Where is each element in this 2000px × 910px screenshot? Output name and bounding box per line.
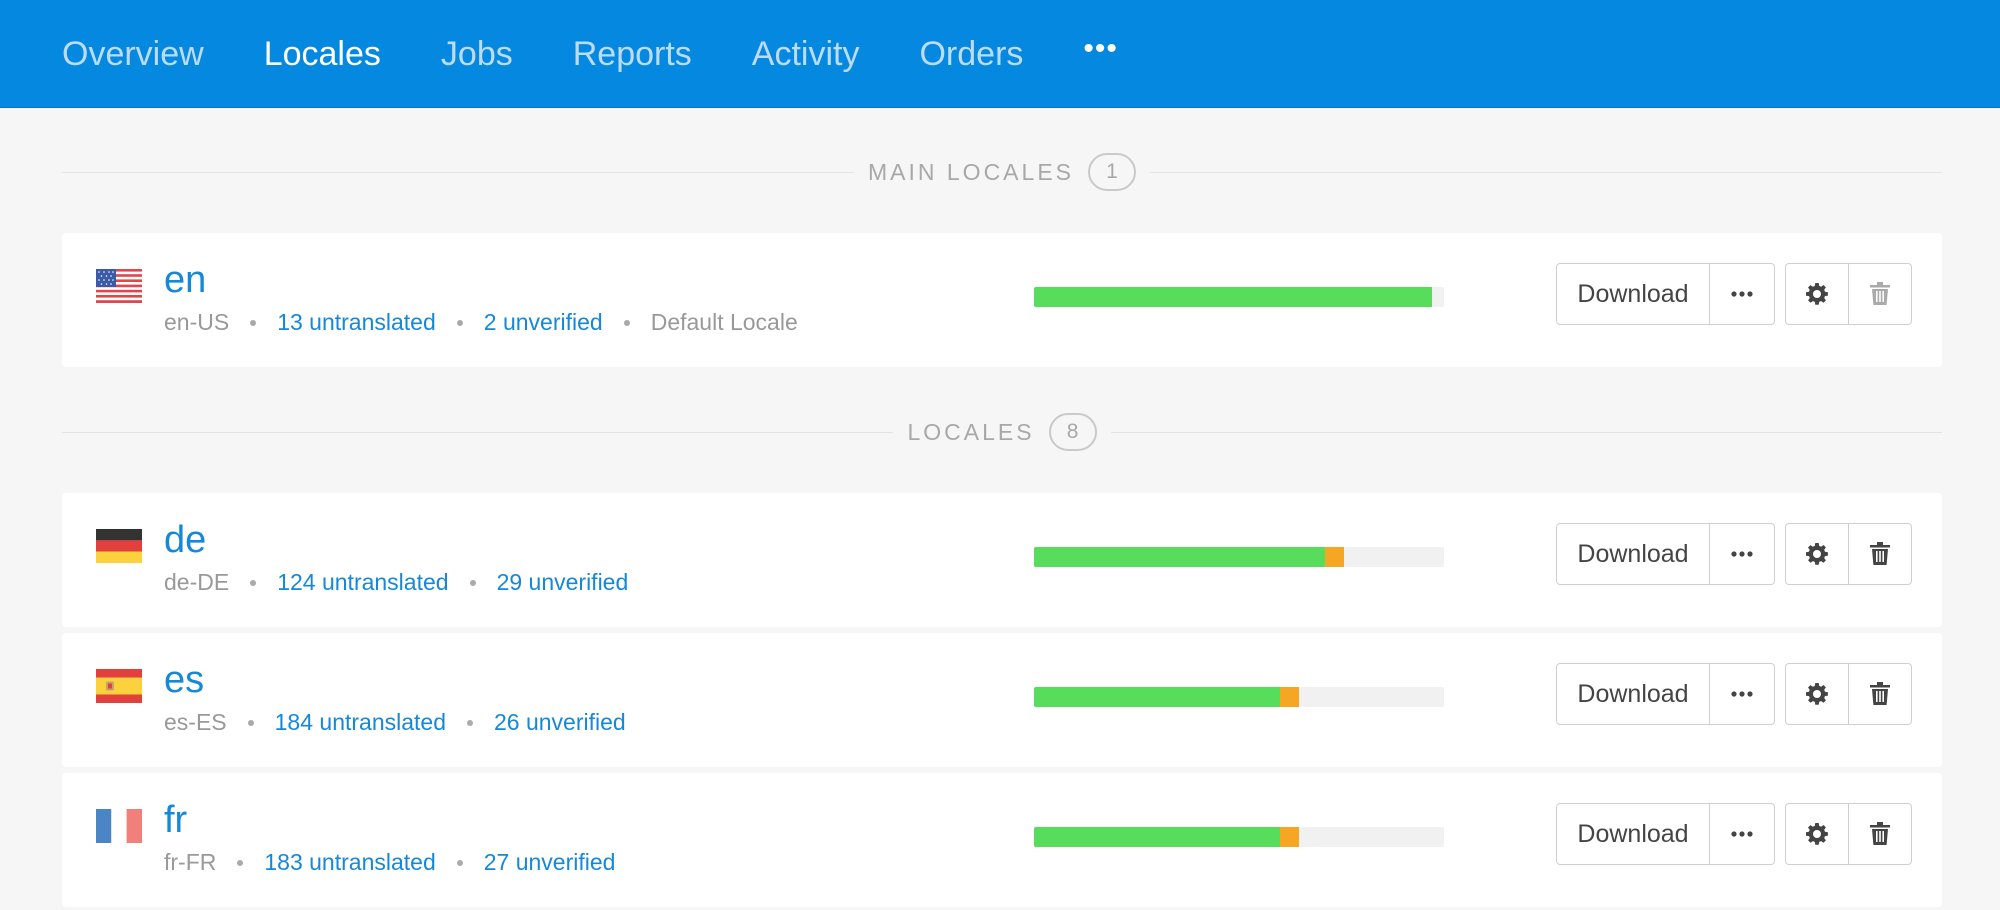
untranslated-link[interactable]: 13 untranslated (277, 309, 436, 335)
settings-button[interactable] (1785, 803, 1849, 865)
untranslated-link[interactable]: 184 untranslated (274, 709, 446, 735)
trash-icon (1870, 822, 1890, 845)
separator-dot (250, 579, 257, 586)
locale-tag: es-ES (164, 709, 227, 735)
unverified-link[interactable]: 26 unverified (494, 709, 626, 735)
gear-icon (1806, 823, 1828, 845)
progress-unverified (1280, 827, 1300, 847)
locale-card-fr: fr fr-FR 183 untranslated 27 unverified … (62, 773, 1942, 907)
untranslated-link[interactable]: 124 untranslated (277, 569, 449, 595)
progress-bar (1034, 827, 1444, 847)
locale-card-de: de de-DE 124 untranslated 29 unverified … (62, 493, 1942, 627)
count-badge: 1 (1088, 153, 1136, 191)
locale-tag: fr-FR (164, 849, 217, 875)
locale-meta: fr-FR 183 untranslated 27 unverified (164, 851, 615, 874)
nav-item-reports[interactable]: Reports (572, 35, 692, 73)
us-flag-icon (96, 269, 142, 303)
locale-code-link[interactable]: en (164, 259, 207, 301)
progress-unverified (1325, 547, 1345, 567)
delete-button[interactable] (1848, 523, 1912, 585)
separator-dot (250, 319, 257, 326)
progress-verified (1034, 547, 1326, 567)
delete-button[interactable] (1848, 803, 1912, 865)
unverified-link[interactable]: 27 unverified (483, 849, 616, 875)
download-button[interactable]: Download (1556, 263, 1710, 325)
main-locales-header: MAIN LOCALES 1 (62, 150, 1942, 194)
progress-bar (1034, 687, 1444, 707)
trash-icon (1870, 542, 1890, 565)
separator-dot (469, 579, 476, 586)
locale-card-en: en en-US 13 untranslated 2 unverified De… (62, 233, 1942, 367)
divider (62, 171, 854, 173)
locale-meta: es-ES 184 untranslated 26 unverified (164, 711, 626, 734)
fr-flag-icon (96, 809, 142, 843)
separator-dot (623, 319, 630, 326)
default-locale-label: Default Locale (650, 309, 798, 335)
de-flag-icon (96, 529, 142, 563)
more-options-button[interactable] (1709, 523, 1775, 585)
delete-button[interactable] (1848, 663, 1912, 725)
progress-bar (1034, 547, 1444, 567)
divider (1110, 431, 1943, 433)
settings-button[interactable] (1785, 663, 1849, 725)
separator-dot (456, 859, 463, 866)
gear-icon (1806, 283, 1828, 305)
main-nav: Overview Locales Jobs Reports Activity O… (62, 0, 1178, 108)
locale-tag: de-DE (164, 569, 230, 595)
separator-dot (456, 319, 463, 326)
ellipsis-icon (1731, 551, 1753, 557)
locale-meta: en-US 13 untranslated 2 unverified Defau… (164, 311, 798, 334)
ellipsis-icon (1731, 291, 1753, 297)
ellipsis-icon (1731, 691, 1753, 697)
es-flag-icon (96, 669, 142, 703)
gear-icon (1806, 543, 1828, 565)
nav-more-icon[interactable]: ••• (1083, 32, 1118, 65)
gear-icon (1806, 683, 1828, 705)
trash-icon (1870, 682, 1890, 705)
unverified-link[interactable]: 29 unverified (496, 569, 629, 595)
more-options-button[interactable] (1709, 803, 1775, 865)
section-title: MAIN LOCALES (868, 158, 1074, 185)
separator-dot (247, 719, 254, 726)
settings-button[interactable] (1785, 263, 1849, 325)
locale-code-link[interactable]: de (164, 519, 207, 561)
ellipsis-icon (1731, 831, 1753, 837)
count-badge: 8 (1048, 413, 1097, 451)
progress-unverified (1280, 687, 1300, 707)
download-button[interactable]: Download (1556, 523, 1710, 585)
locale-tag: en-US (164, 309, 230, 335)
download-button[interactable]: Download (1556, 663, 1710, 725)
nav-item-overview[interactable]: Overview (62, 35, 204, 73)
divider (1150, 171, 1942, 173)
nav-item-orders[interactable]: Orders (919, 35, 1024, 73)
locale-card-es: es es-ES 184 untranslated 26 unverified … (62, 633, 1942, 767)
more-options-button[interactable] (1709, 663, 1775, 725)
settings-button[interactable] (1785, 523, 1849, 585)
progress-verified (1034, 827, 1280, 847)
nav-item-activity[interactable]: Activity (751, 35, 860, 73)
separator-dot (237, 859, 244, 866)
divider (62, 431, 894, 433)
progress-verified (1034, 687, 1280, 707)
separator-dot (467, 719, 473, 726)
progress-verified (1034, 287, 1432, 307)
locale-code-link[interactable]: es (164, 659, 205, 701)
delete-button[interactable] (1848, 263, 1912, 325)
untranslated-link[interactable]: 183 untranslated (264, 849, 436, 875)
download-button[interactable]: Download (1556, 803, 1710, 865)
top-nav-bar: Overview Locales Jobs Reports Activity O… (0, 0, 2000, 108)
locale-code-link[interactable]: fr (164, 799, 188, 841)
nav-item-jobs[interactable]: Jobs (440, 35, 513, 73)
nav-item-locales[interactable]: Locales (263, 35, 381, 73)
more-options-button[interactable] (1709, 263, 1775, 325)
locales-header: LOCALES 8 (62, 410, 1943, 454)
progress-bar (1034, 287, 1444, 307)
locale-meta: de-DE 124 untranslated 29 unverified (164, 571, 628, 594)
trash-icon (1870, 282, 1890, 305)
unverified-link[interactable]: 2 unverified (483, 309, 603, 335)
section-title: LOCALES (907, 418, 1035, 445)
